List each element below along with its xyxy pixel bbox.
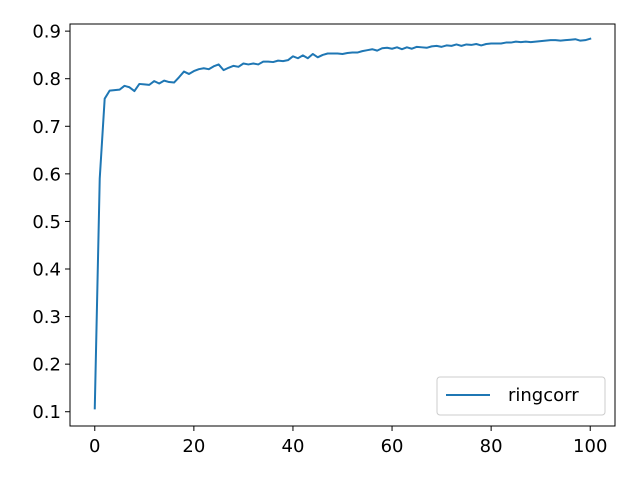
y-tick-label: 0.6 xyxy=(32,164,61,185)
x-tick-label: 100 xyxy=(573,436,607,457)
y-axis: 0.1 0.2 0.3 0.4 0.5 0.6 0.7 0.8 0.9 xyxy=(32,22,70,423)
y-tick-label: 0.4 xyxy=(32,260,61,281)
x-tick-label: 80 xyxy=(480,436,503,457)
x-tick-label: 40 xyxy=(282,436,305,457)
y-tick-label: 0.8 xyxy=(32,69,61,90)
y-tick-label: 0.1 xyxy=(32,402,61,423)
plot-area xyxy=(93,37,592,410)
x-axis: 0 20 40 60 80 100 xyxy=(89,426,607,457)
legend: ringcorr xyxy=(436,376,606,416)
x-tick-label: 0 xyxy=(89,436,100,457)
legend-label-ringcorr: ringcorr xyxy=(508,385,579,406)
y-tick-label: 0.3 xyxy=(32,307,61,328)
y-tick-label: 0.9 xyxy=(32,22,61,43)
legend-box xyxy=(436,376,606,416)
x-tick-label: 60 xyxy=(381,436,404,457)
series-line-ringcorr xyxy=(93,37,592,410)
y-tick-label: 0.2 xyxy=(32,355,61,376)
axes-frame xyxy=(69,23,616,427)
x-tick-label: 20 xyxy=(182,436,205,457)
y-tick-label: 0.7 xyxy=(32,117,61,138)
y-tick-label: 0.5 xyxy=(32,212,61,233)
